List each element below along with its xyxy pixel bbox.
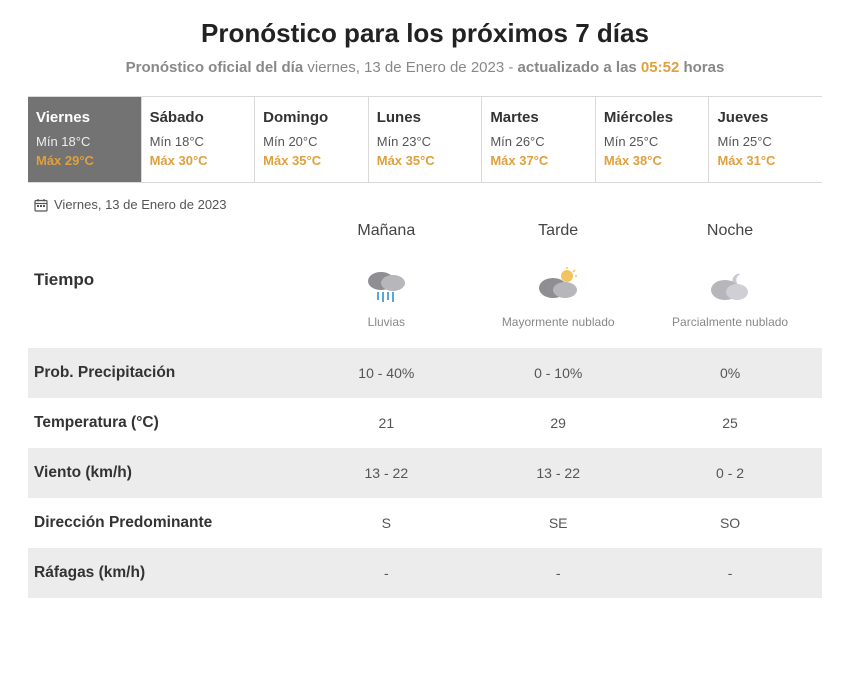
day-min: Mín 20°C xyxy=(263,134,360,149)
day-tab-martes[interactable]: Martes Mín 26°C Máx 37°C xyxy=(482,97,596,182)
day-max: Máx 30°C xyxy=(150,153,247,168)
data-row-value: 0 - 10% xyxy=(472,365,644,381)
weather-night: Parcialmente nublado xyxy=(644,266,816,330)
day-tab-jueves[interactable]: Jueves Mín 25°C Máx 31°C xyxy=(709,97,822,182)
day-max: Máx 37°C xyxy=(490,153,587,168)
data-row: Temperatura (°C)212925 xyxy=(28,398,822,448)
day-name: Jueves xyxy=(717,109,814,126)
data-row-value: 0% xyxy=(644,365,816,381)
day-name: Miércoles xyxy=(604,109,701,126)
day-min: Mín 26°C xyxy=(490,134,587,149)
data-row-value: - xyxy=(300,565,472,581)
day-name: Viernes xyxy=(36,109,133,126)
weather-afternoon: Mayormente nublado xyxy=(472,266,644,330)
day-name: Lunes xyxy=(377,109,474,126)
day-name: Martes xyxy=(490,109,587,126)
weather-afternoon-desc: Mayormente nublado xyxy=(502,314,615,330)
rain-icon xyxy=(361,266,411,306)
day-min: Mín 18°C xyxy=(150,134,247,149)
subtitle: Pronóstico oficial del día viernes, 13 d… xyxy=(28,59,822,76)
data-row-label: Dirección Predominante xyxy=(34,514,300,532)
data-row-label: Temperatura (°C) xyxy=(34,414,300,432)
day-tab-lunes[interactable]: Lunes Mín 23°C Máx 35°C xyxy=(369,97,483,182)
data-row-value: 25 xyxy=(644,415,816,431)
subtitle-suffix: horas xyxy=(683,59,724,76)
forecast-widget: Pronóstico para los próximos 7 días Pron… xyxy=(0,0,850,598)
subtitle-time: 05:52 xyxy=(641,59,679,76)
day-max: Máx 31°C xyxy=(717,153,814,168)
data-row-value: 10 - 40% xyxy=(300,365,472,381)
day-tab-domingo[interactable]: Domingo Mín 20°C Máx 35°C xyxy=(255,97,369,182)
data-row-value: S xyxy=(300,515,472,531)
data-row-value: SE xyxy=(472,515,644,531)
day-max: Máx 29°C xyxy=(36,153,133,168)
partly-cloudy-night-icon xyxy=(705,266,755,306)
day-tab-viernes[interactable]: Viernes Mín 18°C Máx 29°C xyxy=(28,97,142,182)
subtitle-prefix: Pronóstico oficial del día xyxy=(126,59,304,76)
data-row-value: 0 - 2 xyxy=(644,465,816,481)
data-row-value: - xyxy=(472,565,644,581)
data-row-label: Viento (km/h) xyxy=(34,464,300,482)
day-tab-miércoles[interactable]: Miércoles Mín 25°C Máx 38°C xyxy=(596,97,710,182)
day-min: Mín 25°C xyxy=(604,134,701,149)
data-row: Viento (km/h)13 - 2213 - 220 - 2 xyxy=(28,448,822,498)
data-row-value: 13 - 22 xyxy=(472,465,644,481)
subtitle-date: viernes, 13 de Enero de 2023 xyxy=(307,59,504,76)
calendar-icon xyxy=(34,198,48,212)
selected-date-row: Viernes, 13 de Enero de 2023 xyxy=(28,183,822,222)
weather-night-desc: Parcialmente nublado xyxy=(672,314,788,330)
tiempo-label: Tiempo xyxy=(34,266,300,290)
day-name: Domingo xyxy=(263,109,360,126)
data-row-value: 29 xyxy=(472,415,644,431)
mostly-cloudy-icon xyxy=(533,266,583,306)
day-tab-sábado[interactable]: Sábado Mín 18°C Máx 30°C xyxy=(142,97,256,182)
day-max: Máx 35°C xyxy=(377,153,474,168)
day-max: Máx 38°C xyxy=(604,153,701,168)
subtitle-sep: - xyxy=(508,59,517,76)
day-max: Máx 35°C xyxy=(263,153,360,168)
weather-morning: Lluvias xyxy=(300,266,472,330)
data-row-value: - xyxy=(644,565,816,581)
tiempo-row: Tiempo Lluvias xyxy=(28,252,822,348)
data-row-value: 13 - 22 xyxy=(300,465,472,481)
data-row-value: SO xyxy=(644,515,816,531)
day-name: Sábado xyxy=(150,109,247,126)
subtitle-updated: actualizado a las xyxy=(518,59,637,76)
period-morning-head: Mañana xyxy=(300,222,472,240)
selected-date-text: Viernes, 13 de Enero de 2023 xyxy=(54,197,227,212)
data-row-label: Ráfagas (km/h) xyxy=(34,564,300,582)
data-row: Dirección PredominanteSSESO xyxy=(28,498,822,548)
day-tabs: Viernes Mín 18°C Máx 29°C Sábado Mín 18°C Máx… xyxy=(28,96,822,183)
day-min: Mín 23°C xyxy=(377,134,474,149)
data-row: Ráfagas (km/h)--- xyxy=(28,548,822,598)
day-min: Mín 18°C xyxy=(36,134,133,149)
period-night-head: Noche xyxy=(644,222,816,240)
periods-header: Mañana Tarde Noche xyxy=(28,222,822,252)
data-row-label: Prob. Precipitación xyxy=(34,364,300,382)
data-row-value: 21 xyxy=(300,415,472,431)
period-afternoon-head: Tarde xyxy=(472,222,644,240)
page-title: Pronóstico para los próximos 7 días xyxy=(28,18,822,49)
data-row: Prob. Precipitación10 - 40%0 - 10%0% xyxy=(28,348,822,398)
day-min: Mín 25°C xyxy=(717,134,814,149)
weather-morning-desc: Lluvias xyxy=(368,314,405,330)
